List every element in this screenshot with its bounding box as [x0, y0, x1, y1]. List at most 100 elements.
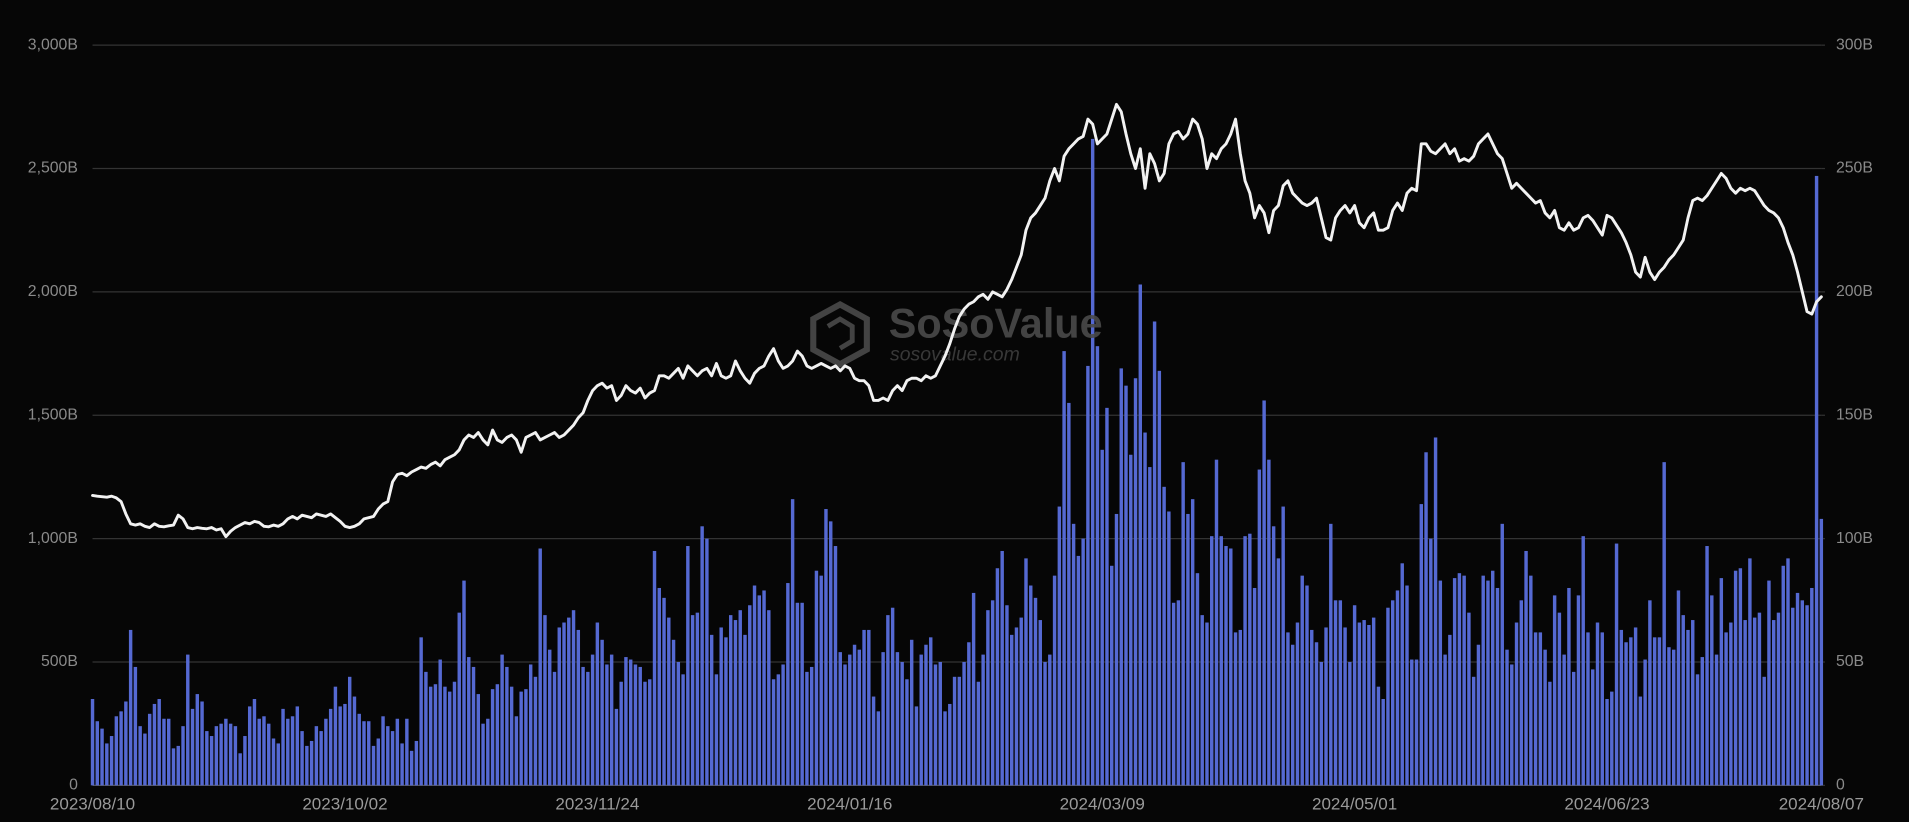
bar — [1438, 580, 1443, 786]
bar — [1338, 600, 1343, 786]
bar — [124, 701, 128, 786]
bar — [938, 662, 942, 786]
bar — [290, 716, 295, 786]
bar — [481, 723, 485, 786]
bar — [1005, 605, 1009, 786]
bar — [681, 674, 685, 786]
x-tick-label: 2024/05/01 — [1312, 794, 1397, 813]
bar — [1752, 617, 1757, 786]
bar — [143, 733, 147, 786]
bar — [190, 708, 195, 786]
bar — [128, 629, 133, 786]
bar — [457, 612, 461, 786]
bar — [1800, 600, 1805, 786]
bar — [1772, 620, 1776, 786]
bar — [819, 575, 823, 786]
bar — [1133, 378, 1138, 786]
y2-tick-label: 150B — [1836, 406, 1873, 423]
bar — [924, 644, 928, 786]
bar — [105, 743, 109, 786]
bar — [1481, 575, 1485, 786]
bar — [638, 666, 642, 786]
bar — [657, 587, 661, 786]
bar — [257, 718, 261, 786]
bar — [690, 615, 695, 786]
bar — [1533, 632, 1538, 786]
bar — [1371, 617, 1376, 786]
bar — [209, 736, 214, 786]
bar — [662, 597, 666, 786]
bar — [648, 679, 652, 786]
bar — [1662, 462, 1666, 786]
bar — [152, 703, 157, 786]
y2-tick-label: 250B — [1836, 160, 1873, 177]
bar — [109, 736, 114, 786]
bar — [1814, 175, 1819, 786]
bar — [1476, 644, 1481, 786]
bar — [100, 728, 104, 786]
bar — [390, 731, 395, 786]
bar — [186, 654, 190, 786]
bar — [1033, 597, 1038, 786]
bar — [1767, 580, 1771, 786]
bar — [200, 701, 204, 786]
bar — [409, 750, 414, 786]
bar — [1567, 587, 1571, 786]
bar — [624, 657, 628, 786]
bar — [238, 753, 242, 786]
bar — [933, 664, 938, 786]
watermark-text: SoSoValue — [889, 300, 1103, 346]
bar — [171, 748, 176, 786]
bar — [1224, 546, 1228, 786]
bar — [576, 629, 581, 786]
y2-tick-label: 0 — [1836, 777, 1845, 794]
bar — [1819, 518, 1824, 786]
bar — [1405, 585, 1409, 786]
bar — [833, 546, 838, 786]
bar — [1181, 462, 1185, 786]
bar — [386, 726, 390, 786]
bar — [1491, 570, 1495, 786]
bar — [1748, 558, 1752, 786]
bar — [1571, 671, 1576, 786]
bar — [433, 684, 438, 786]
bar — [90, 699, 95, 786]
bar — [1243, 536, 1247, 786]
bar — [1229, 548, 1233, 786]
bar — [1333, 600, 1338, 786]
bar — [1462, 575, 1466, 786]
bar — [462, 580, 466, 786]
bar — [1419, 504, 1424, 786]
bar — [1152, 321, 1157, 786]
bar — [805, 671, 809, 786]
bar — [157, 699, 161, 786]
bar — [1786, 558, 1790, 786]
bar — [1776, 612, 1781, 786]
bar — [233, 726, 238, 786]
bar — [743, 634, 747, 786]
bar — [1448, 634, 1452, 786]
bar — [509, 686, 514, 786]
bar — [338, 706, 342, 786]
bar — [243, 736, 247, 786]
bar — [357, 713, 361, 786]
bar — [286, 718, 290, 786]
bar — [147, 713, 152, 786]
bar — [1110, 565, 1114, 786]
bar — [1052, 575, 1057, 786]
bar — [1619, 629, 1624, 786]
y-tick-label: 1,500B — [28, 406, 78, 423]
bar — [1238, 629, 1243, 786]
bar — [567, 617, 571, 786]
bar — [181, 726, 185, 786]
bar — [1457, 573, 1462, 786]
bar — [495, 684, 500, 786]
bar — [1162, 486, 1166, 786]
bar — [267, 723, 271, 786]
bar — [1095, 346, 1100, 786]
bar — [424, 671, 428, 786]
bar — [533, 676, 538, 786]
bar — [686, 546, 690, 786]
bar — [1552, 595, 1557, 786]
bar — [1252, 587, 1257, 786]
